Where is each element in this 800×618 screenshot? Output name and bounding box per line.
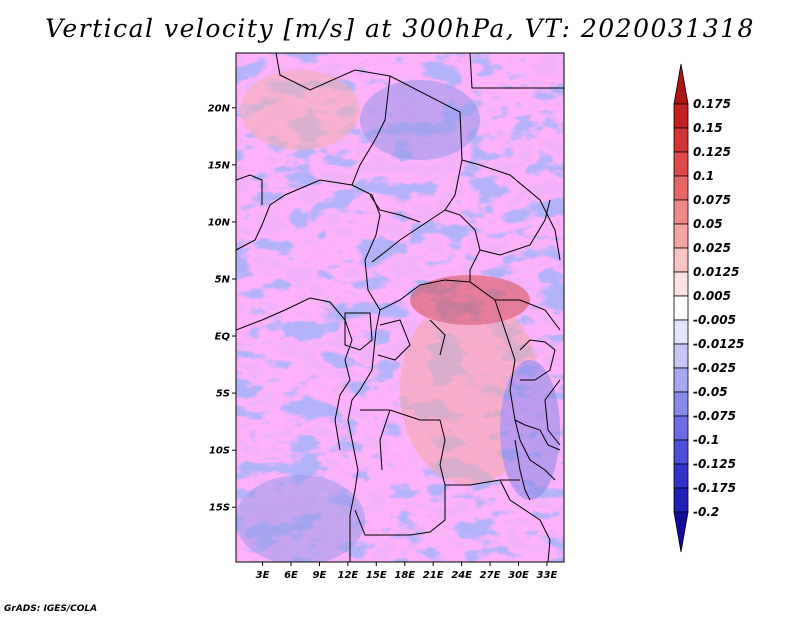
colorbar-swatch (673, 151, 689, 177)
colorbar-swatch (673, 127, 689, 153)
lon-label: 27E (480, 570, 501, 581)
lat-label: 5S (216, 389, 230, 400)
lon-label: 21E (423, 570, 444, 581)
colorbar-swatch (673, 271, 689, 297)
colorbar-label: -0.125 (693, 457, 736, 471)
colorbar-swatch (673, 175, 689, 201)
colorbar-swatch (673, 103, 689, 129)
colorbar-swatch (673, 295, 689, 321)
lon-label: 6E (284, 570, 298, 581)
colorbar-swatch (673, 223, 689, 249)
colorbar-swatch (673, 63, 689, 105)
colorbar: 0.175 0.15 0.125 0.1 0.075 0.05 0.025 0.0125 0.0… (673, 63, 744, 553)
lon-label: 30E (508, 570, 529, 581)
lon-label: 33E (537, 570, 558, 581)
colorbar-label: 0.075 (693, 193, 731, 207)
chart-title: Vertical velocity [m/s] at 300hPa, VT: 2… (45, 14, 755, 43)
latitude-axis: 20N 15N 10N 5N EQ 5S 10S 15S (208, 103, 236, 514)
country-borders (236, 53, 564, 562)
colorbar-label: -0.175 (693, 481, 736, 495)
lat-label: 15S (209, 503, 230, 514)
colorbar-label: 0.15 (693, 121, 723, 135)
colorbar-swatch (673, 487, 689, 513)
colorbar-swatch (673, 511, 689, 553)
colorbar-label: 0.0125 (693, 265, 739, 279)
colorbar-label: -0.1 (693, 433, 719, 447)
colorbar-swatch (673, 367, 689, 393)
colorbar-label: 0.125 (693, 145, 731, 159)
colorbar-label: -0.075 (693, 409, 736, 423)
colorbar-swatch (673, 319, 689, 345)
colorbar-label: -0.025 (693, 361, 736, 375)
lat-label: 20N (208, 103, 231, 114)
lon-label: 3E (256, 570, 270, 581)
lat-label: 15N (208, 160, 231, 171)
colorbar-swatch (673, 415, 689, 441)
colorbar-label: -0.005 (693, 313, 736, 327)
colorbar-label: 0.175 (693, 97, 731, 111)
colorbar-swatch (673, 391, 689, 417)
colorbar-label: -0.05 (693, 385, 728, 399)
colorbar-swatch (673, 343, 689, 369)
grads-credit: GrADS: IGES/COLA (4, 604, 98, 614)
colorbar-swatch (673, 247, 689, 273)
colorbar-label: -0.0125 (693, 337, 744, 351)
lon-label: 9E (313, 570, 327, 581)
lat-label: EQ (215, 332, 231, 343)
colorbar-label: 0.1 (693, 169, 714, 183)
lon-label: 12E (337, 570, 358, 581)
colorbar-label: -0.2 (693, 505, 719, 519)
longitude-axis: 3E 6E 9E 12E 15E 18E 21E 24E 27E 30E 33E (256, 562, 558, 581)
velocity-field (236, 53, 564, 562)
lat-label: 5N (215, 274, 231, 285)
colorbar-swatch (673, 199, 689, 225)
lat-label: 10S (209, 446, 230, 457)
map-frame (235, 52, 565, 563)
lon-label: 18E (394, 570, 415, 581)
lat-label: 10N (208, 217, 231, 228)
colorbar-swatch (673, 439, 689, 465)
colorbar-swatch (673, 463, 689, 489)
colorbar-label: 0.05 (693, 217, 723, 231)
lon-label: 24E (451, 570, 472, 581)
colorbar-label: 0.005 (693, 289, 731, 303)
lon-label: 15E (366, 570, 387, 581)
colorbar-label: 0.025 (693, 241, 731, 255)
